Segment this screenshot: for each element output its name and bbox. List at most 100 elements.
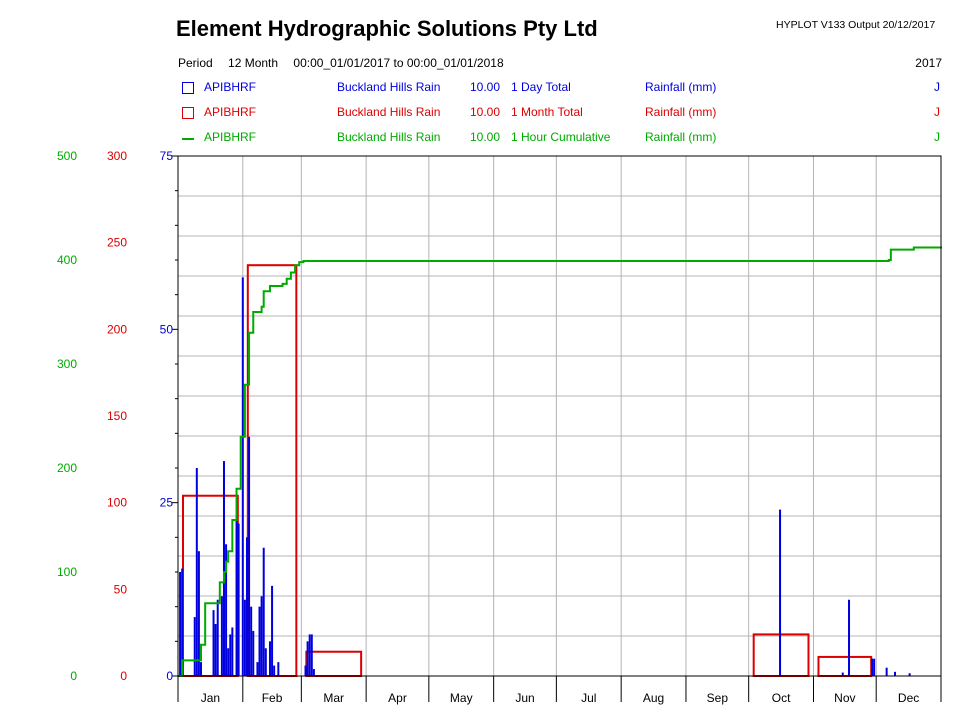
- daily-total-bar: [220, 596, 223, 676]
- daily-total-bar: [256, 662, 259, 676]
- daily-total-bar: [260, 596, 263, 676]
- daily-total-bar: [243, 599, 246, 676]
- daily-total-bar: [873, 658, 876, 676]
- legend-row: APIBHRF Buckland Hills Rain 10.00 1 Day Tot…: [182, 80, 942, 96]
- month-tick-label: Jun: [515, 691, 534, 705]
- daily-total-bar: [779, 509, 782, 676]
- daily-total-bar: [312, 669, 315, 676]
- daily-total-bar: [245, 537, 248, 676]
- daily-total-bar: [885, 667, 888, 676]
- daily-total-bar: [214, 624, 217, 676]
- daily-total-bar: [277, 662, 280, 676]
- daily-total-bar: [212, 610, 215, 676]
- green-axis-tick-label: 200: [57, 461, 77, 475]
- legend-tag: J: [934, 130, 940, 144]
- green-axis-tick-label: 300: [57, 357, 77, 371]
- daily-total-bar: [241, 277, 244, 676]
- month-tick-label: Oct: [772, 691, 791, 705]
- daily-total-bar: [252, 630, 255, 676]
- daily-total-bar: [304, 665, 307, 676]
- legend-num: 10.00: [470, 80, 501, 94]
- daily-total-bar: [894, 671, 897, 676]
- daily-total-bar: [871, 658, 874, 676]
- legend-stat: 1 Month Total: [511, 105, 583, 119]
- daily-total-bar: [216, 599, 219, 676]
- legend-units: Rainfall (mm): [645, 80, 717, 94]
- month-tick-label: Nov: [834, 691, 855, 705]
- legend-tag: J: [934, 80, 940, 94]
- legend-units: Rainfall (mm): [645, 130, 717, 144]
- cumulative-line: [178, 246, 942, 677]
- daily-total-bar: [262, 547, 265, 676]
- legend-num: 10.00: [470, 105, 501, 119]
- red-axis-tick-label: 100: [107, 496, 127, 510]
- green-axis-tick-label: 100: [57, 565, 77, 579]
- daily-total-bar: [195, 468, 198, 676]
- daily-total-bar: [193, 617, 196, 676]
- daily-total-bar: [179, 572, 182, 676]
- month-tick-label: Jan: [201, 691, 220, 705]
- version-output-label: HYPLOT V133 Output 20/12/2017: [776, 19, 936, 31]
- daily-total-bar: [181, 568, 184, 676]
- green-axis-tick-label: 500: [57, 149, 77, 163]
- daily-total-bar: [248, 436, 251, 676]
- daily-total-bar: [306, 641, 309, 676]
- daily-total-bar: [250, 606, 253, 676]
- daily-total-bar: [227, 648, 230, 676]
- legend-site: APIBHRF: [204, 80, 257, 94]
- blue-axis-tick-label: 25: [160, 496, 174, 510]
- red-axis-tick-label: 250: [107, 236, 127, 250]
- daily-total-bar: [271, 585, 274, 676]
- daily-total-bar: [235, 516, 238, 676]
- legend-units: Rainfall (mm): [645, 105, 717, 119]
- green-axis-tick-label: 400: [57, 253, 77, 267]
- month-tick-label: Mar: [323, 691, 344, 705]
- month-tick-label: Dec: [898, 691, 919, 705]
- period-info: Period 12 Month 00:00_01/01/2017 to 00:0…: [178, 56, 516, 70]
- legend-num: 10.00: [470, 130, 501, 144]
- legend-name: Buckland Hills Rain: [337, 105, 441, 119]
- legend-stat: 1 Hour Cumulative: [511, 130, 611, 144]
- blue-axis-tick-label: 50: [160, 322, 174, 336]
- legend-line-symbol: [182, 138, 194, 140]
- legend-stat: 1 Day Total: [511, 80, 571, 94]
- daily-total-bar: [197, 551, 200, 676]
- daily-total-bar: [308, 634, 311, 676]
- year-label: 2017: [915, 56, 942, 70]
- daily-total-bar: [237, 523, 240, 676]
- period-label: Period: [178, 56, 213, 70]
- legend-name: Buckland Hills Rain: [337, 130, 441, 144]
- daily-total-bar: [908, 673, 911, 676]
- legend-name: Buckland Hills Rain: [337, 80, 441, 94]
- daily-total-bar: [199, 662, 202, 676]
- month-tick-label: Feb: [262, 691, 283, 705]
- green-axis-tick-label: 0: [70, 669, 77, 683]
- red-axis-tick-label: 300: [107, 149, 127, 163]
- daily-total-bar: [310, 634, 313, 676]
- daily-total-bar: [222, 461, 225, 676]
- legend-tag: J: [934, 105, 940, 119]
- legend-site: APIBHRF: [204, 130, 257, 144]
- month-tick-label: Aug: [643, 691, 664, 705]
- daily-total-bar: [231, 627, 234, 676]
- period-length: 12 Month: [228, 56, 279, 70]
- blue-axis-tick-label: 75: [160, 149, 174, 163]
- period-range: 00:00_01/01/2017 to 00:00_01/01/2018: [293, 56, 504, 70]
- daily-total-bar: [848, 599, 851, 676]
- red-axis-tick-label: 150: [107, 409, 127, 423]
- legend-site: APIBHRF: [204, 105, 257, 119]
- plot-frame: [177, 155, 942, 677]
- plot-area: [178, 156, 941, 676]
- month-tick-label: Apr: [388, 691, 407, 705]
- page-title: Element Hydrographic Solutions Pty Ltd: [176, 16, 598, 41]
- red-axis-tick-label: 0: [120, 669, 127, 683]
- legend-box-symbol: [182, 82, 194, 94]
- daily-total-bar: [258, 606, 261, 676]
- month-tick-label: Jul: [581, 691, 596, 705]
- month-tick-label: Sep: [707, 691, 729, 705]
- daily-total-bar: [225, 544, 228, 676]
- red-axis-tick-label: 50: [114, 582, 128, 596]
- red-axis-tick-label: 200: [107, 322, 127, 336]
- daily-total-bar: [268, 641, 271, 676]
